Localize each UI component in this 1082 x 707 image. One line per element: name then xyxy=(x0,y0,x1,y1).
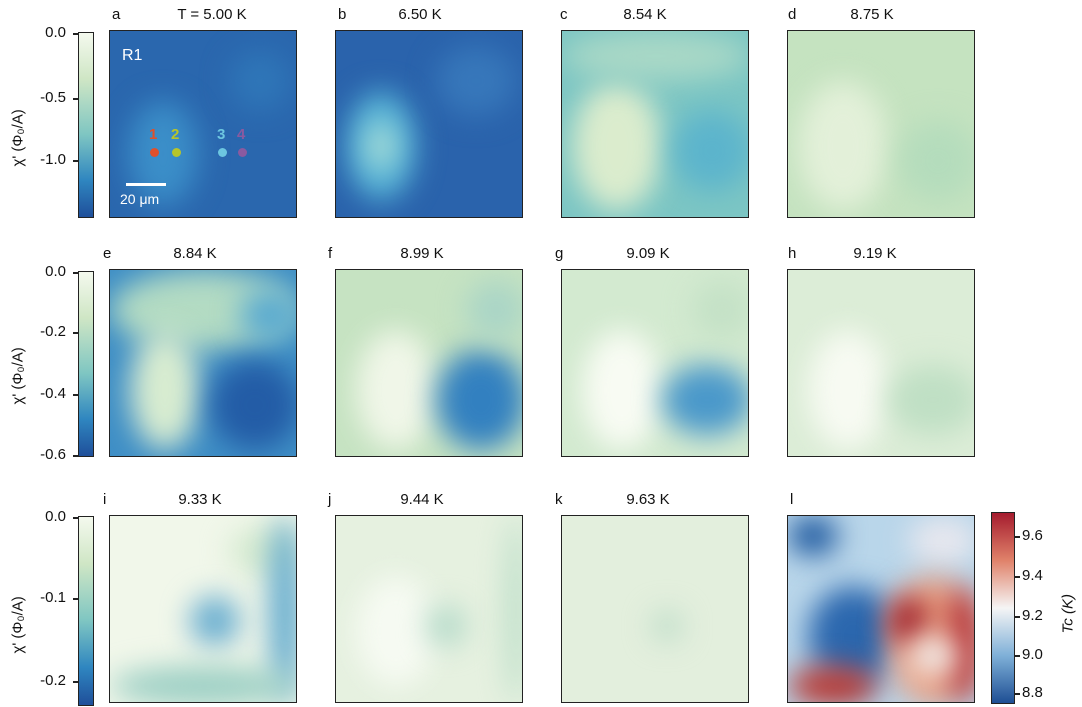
map-panel-h xyxy=(787,269,975,457)
panel-letter-c: c xyxy=(560,6,568,23)
tc-tickmark xyxy=(1015,536,1020,538)
panel-letter-d: d xyxy=(788,6,797,23)
panel-title-g: 9.09 K xyxy=(626,245,670,262)
tc-tick-0: 9.6 xyxy=(1022,527,1043,544)
panel-title-d: 8.75 K xyxy=(850,6,894,23)
point-marker-1 xyxy=(150,148,159,157)
tc-colorbar xyxy=(991,512,1015,704)
tick-row1-2: -1.0 xyxy=(40,151,66,168)
tick-row3-2: -0.2 xyxy=(40,672,66,689)
map-panel-a: R1 1 2 3 4 20 μm xyxy=(109,30,297,218)
tc-tick-1: 9.4 xyxy=(1022,567,1043,584)
colorbar-row1 xyxy=(78,32,94,218)
scale-bar-label: 20 μm xyxy=(120,191,160,207)
inset-label-r1: R1 xyxy=(122,47,143,64)
tickmark xyxy=(73,394,78,396)
tc-map-panel-l xyxy=(787,515,975,703)
tc-tickmark xyxy=(1015,655,1020,657)
panel-letter-b: b xyxy=(338,6,347,23)
tc-tickmark xyxy=(1015,693,1020,695)
panel-title-b: 6.50 K xyxy=(398,6,442,23)
scale-bar xyxy=(126,183,166,186)
tickmark xyxy=(73,455,78,457)
colorbar-row2 xyxy=(78,271,94,457)
panel-letter-k: k xyxy=(555,491,563,508)
point-label-4: 4 xyxy=(237,126,246,143)
tick-row2-0: 0.0 xyxy=(45,263,66,280)
map-panel-e xyxy=(109,269,297,457)
tickmark xyxy=(73,332,78,334)
panel-title-a: T = 5.00 K xyxy=(177,6,247,23)
map-panel-f xyxy=(335,269,523,457)
tc-tick-4: 8.8 xyxy=(1022,684,1043,701)
panel-title-f: 8.99 K xyxy=(400,245,444,262)
tick-row1-1: -0.5 xyxy=(40,89,66,106)
map-panel-d xyxy=(787,30,975,218)
ylabel-row2: χ' (Φ₀/A) xyxy=(9,347,27,405)
map-panel-k xyxy=(561,515,749,703)
map-panel-g xyxy=(561,269,749,457)
tickmark xyxy=(73,98,78,100)
tc-colorbar-label: Tc (K) xyxy=(1059,594,1077,634)
panel-title-k: 9.63 K xyxy=(626,491,670,508)
tickmark xyxy=(73,681,78,683)
tickmark xyxy=(73,160,78,162)
point-label-2: 2 xyxy=(171,126,180,143)
point-marker-4 xyxy=(238,148,247,157)
panel-letter-e: e xyxy=(103,245,112,262)
colorbar-row3 xyxy=(78,516,94,706)
tc-tick-2: 9.2 xyxy=(1022,607,1043,624)
panel-letter-i: i xyxy=(103,491,107,508)
tick-row3-0: 0.0 xyxy=(45,508,66,525)
panel-letter-l: l xyxy=(790,491,794,508)
tickmark xyxy=(73,517,78,519)
panel-title-c: 8.54 K xyxy=(623,6,667,23)
panel-title-h: 9.19 K xyxy=(853,245,897,262)
tick-row3-1: -0.1 xyxy=(40,589,66,606)
panel-letter-j: j xyxy=(328,491,332,508)
tickmark xyxy=(73,272,78,274)
map-panel-c xyxy=(561,30,749,218)
tc-tickmark xyxy=(1015,576,1020,578)
tickmark xyxy=(73,598,78,600)
tick-row1-0: 0.0 xyxy=(45,24,66,41)
tc-tickmark xyxy=(1015,616,1020,618)
panel-letter-g: g xyxy=(555,245,564,262)
point-marker-2 xyxy=(172,148,181,157)
tick-row2-3: -0.6 xyxy=(40,446,66,463)
ylabel-row1: χ' (Φ₀/A) xyxy=(9,109,27,167)
panel-title-j: 9.44 K xyxy=(400,491,444,508)
tick-row2-2: -0.4 xyxy=(40,385,66,402)
panel-title-e: 8.84 K xyxy=(173,245,217,262)
tick-row2-1: -0.2 xyxy=(40,323,66,340)
panel-title-i: 9.33 K xyxy=(178,491,222,508)
map-panel-j xyxy=(335,515,523,703)
map-panel-i xyxy=(109,515,297,703)
point-label-1: 1 xyxy=(149,126,158,143)
tc-tick-3: 9.0 xyxy=(1022,646,1043,663)
panel-letter-h: h xyxy=(788,245,797,262)
map-panel-b xyxy=(335,30,523,218)
panel-letter-f: f xyxy=(328,245,333,262)
point-marker-3 xyxy=(218,148,227,157)
panel-letter-a: a xyxy=(112,6,121,23)
point-label-3: 3 xyxy=(217,126,226,143)
ylabel-row3: χ' (Φ₀/A) xyxy=(9,596,27,654)
tickmark xyxy=(73,33,78,35)
